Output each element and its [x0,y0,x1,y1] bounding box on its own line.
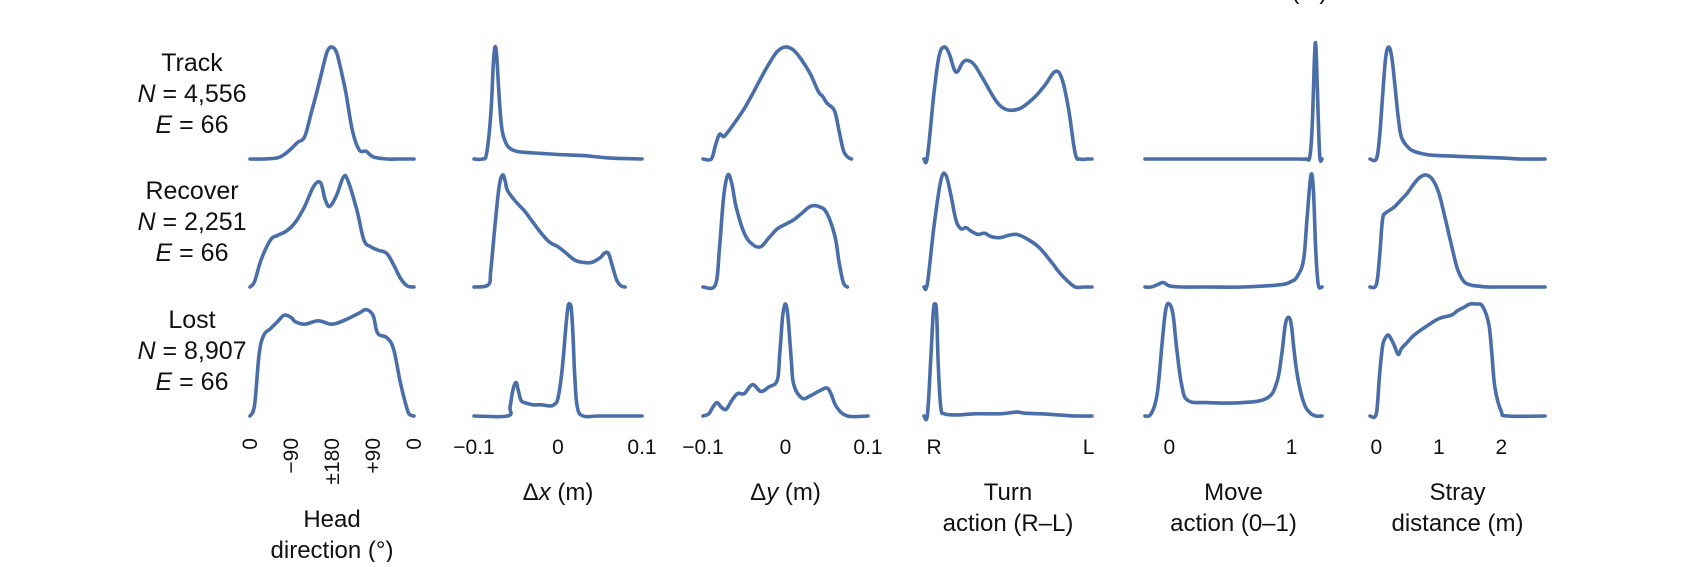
axis-label-turn-0: Turn [984,479,1032,506]
axis-label-head-0: Head [303,506,360,533]
density-curve-lost-dy [701,302,870,419]
tick-label-dx-1: 0 [552,436,564,459]
density-curve-track-head [248,45,416,161]
axis-label-dy-0: Δy (m) [750,479,821,506]
tick-label-stray-2: 2 [1495,436,1507,459]
density-curve-lost-stray [1368,301,1547,420]
axis-label-dx-0: Δx (m) [523,479,594,506]
density-curve-lost-head [248,307,416,418]
axis-label-head-1: direction (°) [271,537,394,562]
tick-label-dy-2: 0.1 [853,436,882,459]
row-label-0-2: E = 66 [156,111,229,139]
tick-label-stray-0: 0 [1370,436,1382,459]
density-curve-track-dx [472,44,644,162]
axis-label-turn-1: action (R–L) [943,510,1074,537]
axis-label-move-0: Move [1204,479,1263,506]
tick-label-dy-0: −0.1 [682,436,723,459]
tick-label-head-4: 0 [403,438,426,450]
tick-label-dx-2: 0.1 [627,436,656,459]
tick-label-head-1: −90 [280,438,303,474]
row-label-0-1: N = 4,556 [137,80,246,108]
density-curve-recover-move [1143,172,1324,290]
tick-label-head-3: +90 [362,438,385,474]
tick-label-stray-1: 1 [1433,436,1445,459]
tick-label-turn-0: R [927,436,942,459]
density-curve-recover-head [248,173,416,289]
row-label-1-1: N = 2,251 [137,208,246,236]
tick-label-dx-0: −0.1 [453,436,494,459]
axis-label-stray-1: distance (m) [1391,510,1523,537]
row-label-1-2: E = 66 [156,239,229,267]
density-curve-track-move [1143,40,1324,163]
axis-label-stray-0: Stray [1429,479,1485,506]
tick-label-move-1: 1 [1286,436,1298,459]
row-label-0-0: Track [161,49,223,77]
density-curve-recover-stray [1368,173,1547,290]
density-curve-lost-move [1143,301,1324,419]
density-curve-recover-dx [472,173,627,289]
clipped-top-label: r (m) [1277,0,1328,5]
tick-label-move-0: 0 [1164,436,1176,459]
tick-label-head-0: 0 [239,438,262,450]
tick-label-turn-1: L [1083,436,1095,459]
row-label-1-0: Recover [145,177,238,205]
row-label-2-2: E = 66 [156,368,229,396]
row-label-2-1: N = 8,907 [137,337,246,365]
density-curve-track-turn [922,45,1094,165]
density-curve-lost-turn [922,302,1094,422]
tick-label-dy-1: 0 [780,436,792,459]
density-curve-track-stray [1368,45,1547,163]
density-curve-recover-dy [701,172,850,291]
density-curve-lost-dx [472,301,644,419]
axis-label-move-1: action (0–1) [1170,510,1297,537]
row-label-2-0: Lost [168,306,215,334]
tick-label-head-2: ±180 [321,438,344,485]
density-curve-recover-turn [922,171,1094,292]
density-curve-track-dy [701,45,854,162]
